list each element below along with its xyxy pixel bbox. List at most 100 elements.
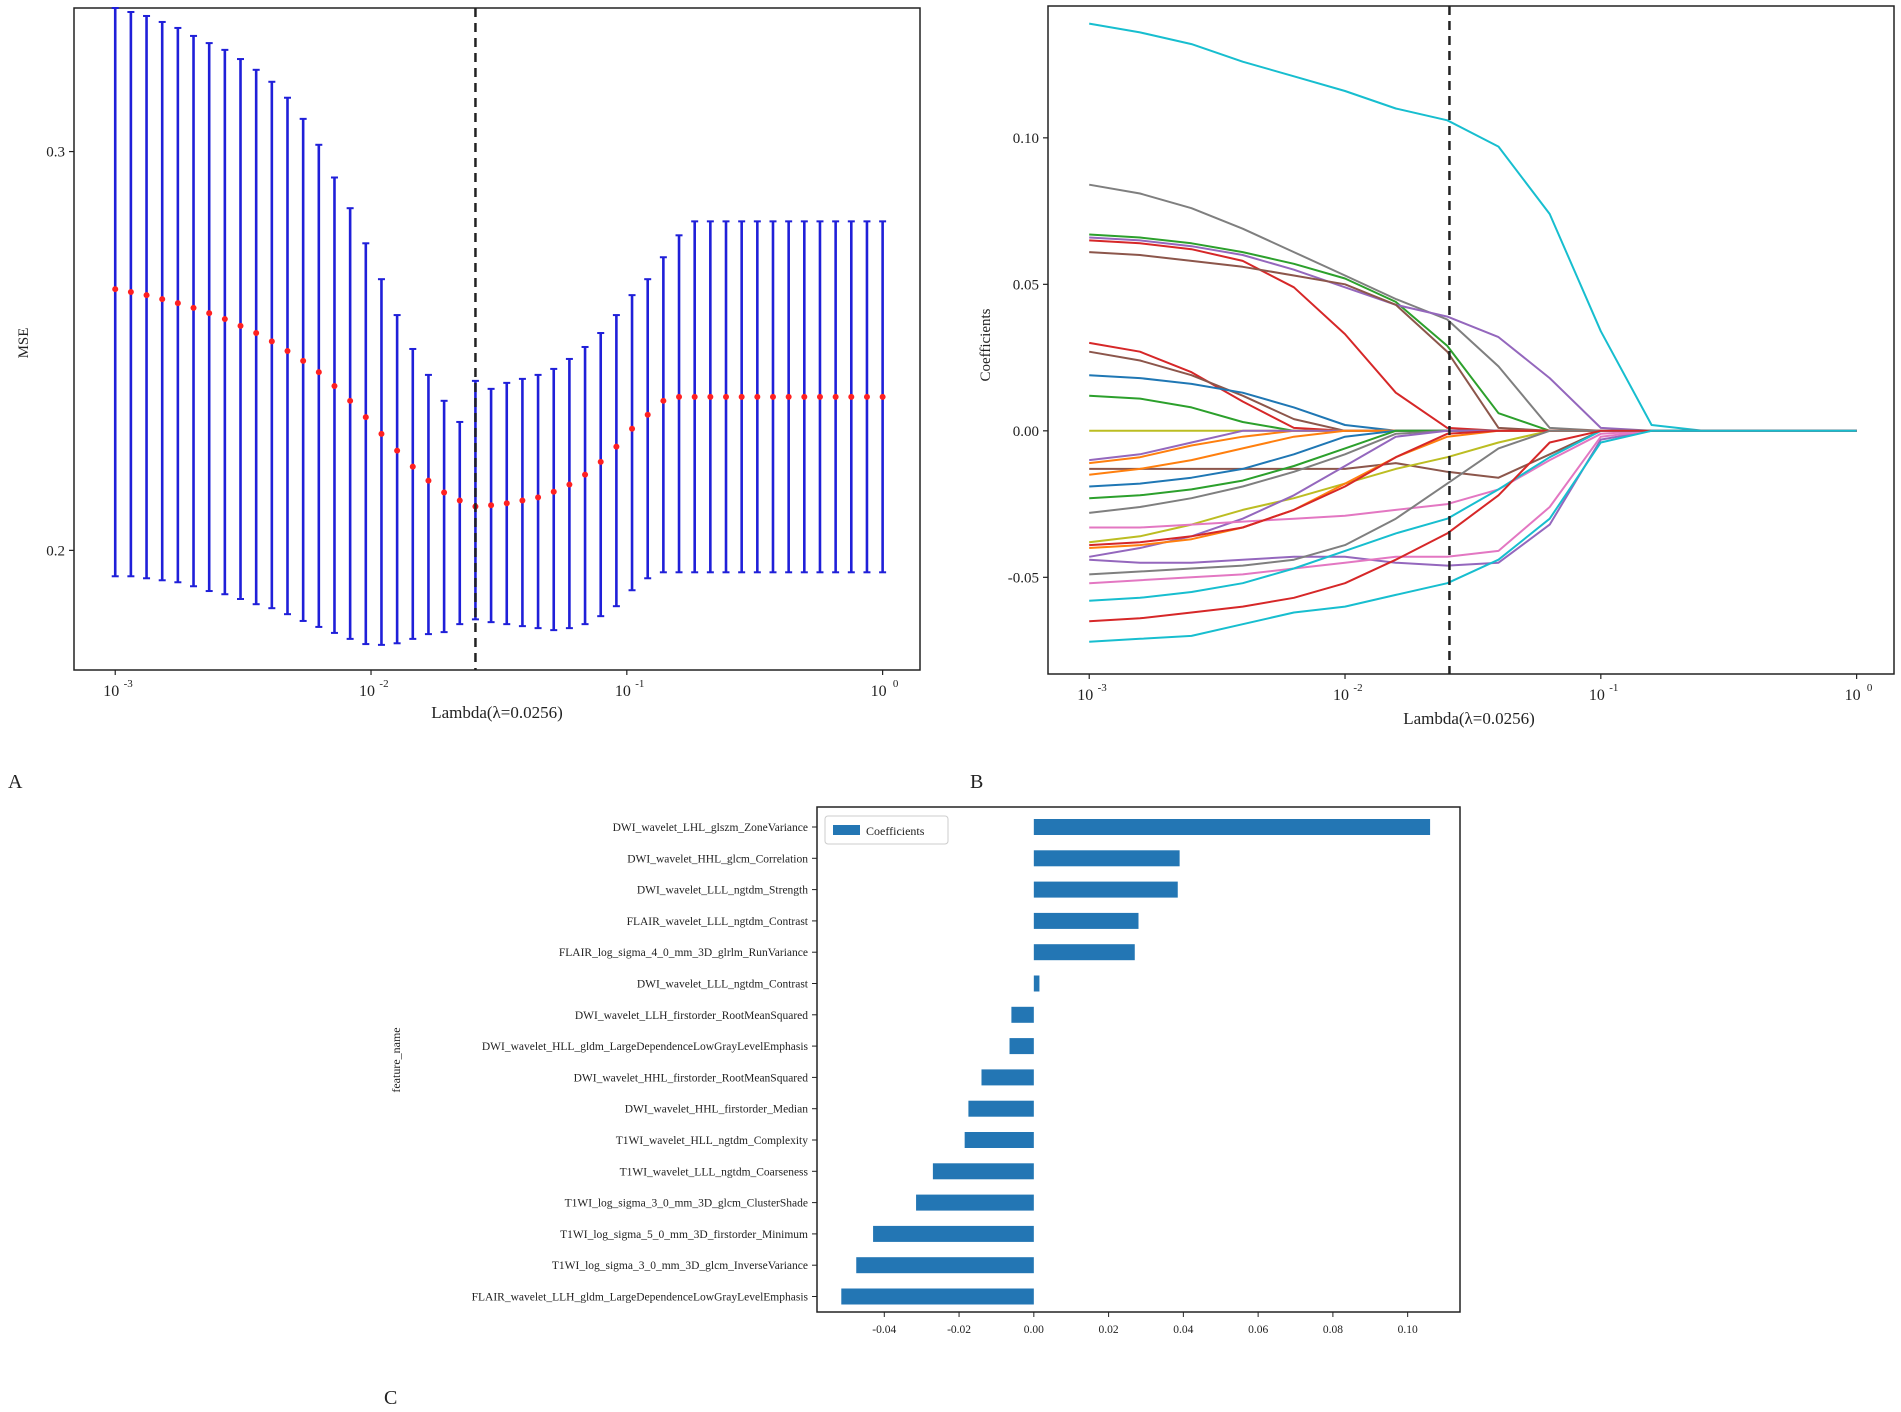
feature-name-label: FLAIR_wavelet_LLL_ngtdm_Contrast bbox=[627, 916, 809, 928]
feature-name-label: T1WI_log_sigma_3_0_mm_3D_glcm_InverseVar… bbox=[552, 1260, 808, 1272]
mse-mean-point bbox=[723, 393, 730, 400]
coefficient-path-line bbox=[1089, 429, 1857, 643]
coefficient-bar bbox=[1033, 944, 1135, 961]
mse-mean-point bbox=[863, 393, 870, 400]
feature-name-label: T1WI_wavelet_LLL_ngtdm_Coarseness bbox=[620, 1166, 809, 1178]
panel-b-x-tick-exponent: -1 bbox=[1609, 682, 1618, 694]
panel-c-plot-frame bbox=[816, 806, 1461, 1313]
panel-b-x-tick-label: 10 bbox=[1845, 687, 1861, 704]
panel-c-x-tick-label: 0.04 bbox=[1173, 1324, 1193, 1336]
panel-c-x-tick-label: 0.10 bbox=[1398, 1324, 1418, 1336]
feature-name-label: DWI_wavelet_LLH_firstorder_RootMeanSquar… bbox=[575, 1010, 808, 1022]
panel-c-category-labels: DWI_wavelet_LHL_glszm_ZoneVariance DWI_wa… bbox=[472, 822, 817, 1304]
panel-b-x-tick-label: 10 bbox=[1333, 687, 1349, 704]
panel-c-x-ticks: -0.04 -0.02 0.00 0.02 0.04 0.06 0.08 0.10 bbox=[872, 1312, 1418, 1336]
panel-a-x-tick-exponent: 0 bbox=[893, 678, 899, 690]
mse-mean-point bbox=[409, 463, 416, 470]
feature-name-label: DWI_wavelet_LHL_glszm_ZoneVariance bbox=[613, 822, 808, 834]
feature-name-label: DWI_wavelet_HHL_firstorder_Median bbox=[625, 1104, 809, 1116]
panel-a-x-axis-label: Lambda(λ=0.0256) bbox=[431, 703, 563, 722]
panel-a-error-bars bbox=[111, 7, 887, 646]
mse-mean-point bbox=[848, 393, 855, 400]
panel-b-y-axis-label: Coefficients bbox=[978, 308, 994, 381]
coefficient-bar bbox=[1033, 850, 1180, 867]
coefficient-path-line bbox=[1089, 429, 1857, 529]
coefficient-path-line bbox=[1089, 429, 1857, 462]
panel-a-x-tick-label: 10 bbox=[359, 683, 375, 700]
mse-mean-point bbox=[613, 443, 620, 450]
mse-mean-point bbox=[221, 316, 228, 323]
panel-a-plot-frame bbox=[73, 7, 921, 671]
mse-mean-point bbox=[582, 471, 589, 478]
feature-name-label: DWI_wavelet_HLL_gldm_LargeDependenceLowG… bbox=[482, 1041, 809, 1053]
mse-mean-point bbox=[362, 414, 369, 421]
coefficient-bar bbox=[1033, 912, 1139, 929]
coefficient-path-line bbox=[1089, 429, 1857, 567]
mse-mean-point bbox=[785, 393, 792, 400]
coefficient-bar bbox=[841, 1288, 1034, 1305]
mse-mean-point bbox=[174, 300, 181, 307]
coefficient-path-line bbox=[1089, 429, 1857, 585]
panel-c-legend-swatch bbox=[833, 825, 860, 835]
coefficient-path-line bbox=[1089, 239, 1857, 432]
mse-mean-point bbox=[378, 430, 385, 437]
coefficient-path-line bbox=[1089, 236, 1857, 432]
panel-b-label: B bbox=[970, 771, 983, 793]
mse-mean-point bbox=[801, 393, 808, 400]
mse-mean-point bbox=[237, 322, 244, 329]
coefficient-bar bbox=[968, 1100, 1034, 1117]
mse-mean-point bbox=[143, 292, 150, 299]
panel-b-y-tick-label: -0.05 bbox=[1008, 570, 1039, 586]
panel-c-label: C bbox=[384, 1387, 397, 1409]
mse-mean-point bbox=[503, 500, 510, 507]
mse-mean-point bbox=[112, 286, 119, 293]
panel-b-x-tick-exponent: 0 bbox=[1867, 682, 1873, 694]
panel-a-y-tick-label: 0.3 bbox=[46, 145, 65, 161]
panel-a-y-tick-label: 0.2 bbox=[46, 543, 65, 559]
mse-mean-point bbox=[535, 494, 542, 501]
mse-mean-point bbox=[644, 411, 651, 418]
panel-b-x-axis-label: Lambda(λ=0.0256) bbox=[1403, 709, 1535, 728]
panel-a-x-ticks: 10 -3 10 -2 10 -1 10 0 bbox=[103, 670, 899, 700]
mse-mean-point bbox=[566, 481, 573, 488]
panel-b-x-tick-exponent: -3 bbox=[1098, 682, 1108, 694]
mse-mean-point bbox=[268, 338, 275, 345]
mse-mean-point bbox=[629, 425, 636, 432]
feature-name-label: T1WI_log_sigma_5_0_mm_3D_firstorder_Mini… bbox=[560, 1229, 808, 1241]
mse-mean-point bbox=[425, 477, 432, 484]
panel-b-x-ticks: 10 -3 10 -2 10 -1 10 0 bbox=[1077, 674, 1873, 704]
coefficient-path-line bbox=[1089, 233, 1857, 432]
mse-mean-point bbox=[816, 393, 823, 400]
coefficient-path-line bbox=[1089, 429, 1857, 623]
coefficient-bar bbox=[932, 1163, 1034, 1180]
panel-b-coefficient-paths-chart: 10 -3 10 -2 10 -1 10 0 0.10 0.05 0.00 -0.05 Lambda… bbox=[970, 5, 1895, 793]
mse-mean-point bbox=[488, 502, 495, 509]
panel-b-x-tick-label: 10 bbox=[1589, 687, 1605, 704]
panel-b-y-ticks: 0.10 0.05 0.00 -0.05 bbox=[1008, 131, 1048, 586]
mse-mean-point bbox=[832, 393, 839, 400]
coefficient-bar bbox=[1011, 1006, 1034, 1023]
panel-c-x-tick-label: -0.04 bbox=[872, 1324, 896, 1336]
panel-a-x-tick-label: 10 bbox=[615, 683, 631, 700]
coefficient-path-line bbox=[1089, 374, 1857, 432]
mse-mean-point bbox=[879, 393, 886, 400]
coefficient-bar bbox=[873, 1225, 1034, 1242]
panel-b-y-tick-label: 0.00 bbox=[1013, 424, 1039, 440]
mse-mean-point bbox=[597, 458, 604, 465]
feature-name-label: DWI_wavelet_LLL_ngtdm_Contrast bbox=[637, 979, 809, 991]
mse-mean-point bbox=[456, 497, 463, 504]
panel-c-x-tick-label: 0.00 bbox=[1024, 1324, 1044, 1336]
panel-c-feature-coefficients-chart: DWI_wavelet_LHL_glszm_ZoneVariance DWI_wa… bbox=[384, 806, 1461, 1409]
coefficient-path-line bbox=[1089, 22, 1857, 432]
mse-mean-point bbox=[253, 330, 260, 337]
feature-name-label: T1WI_log_sigma_3_0_mm_3D_glcm_ClusterSha… bbox=[565, 1198, 808, 1210]
panel-a-y-axis-label: MSE bbox=[16, 328, 32, 359]
mse-mean-point bbox=[315, 369, 322, 376]
panel-b-coefficient-lines bbox=[1089, 22, 1857, 643]
coefficient-path-line bbox=[1089, 429, 1857, 479]
panel-a-y-ticks: 0.2 0.3 bbox=[46, 145, 74, 559]
mse-mean-point bbox=[676, 393, 683, 400]
panel-b-x-tick-exponent: -2 bbox=[1353, 682, 1362, 694]
feature-name-label: DWI_wavelet_HHL_glcm_Correlation bbox=[627, 853, 808, 865]
